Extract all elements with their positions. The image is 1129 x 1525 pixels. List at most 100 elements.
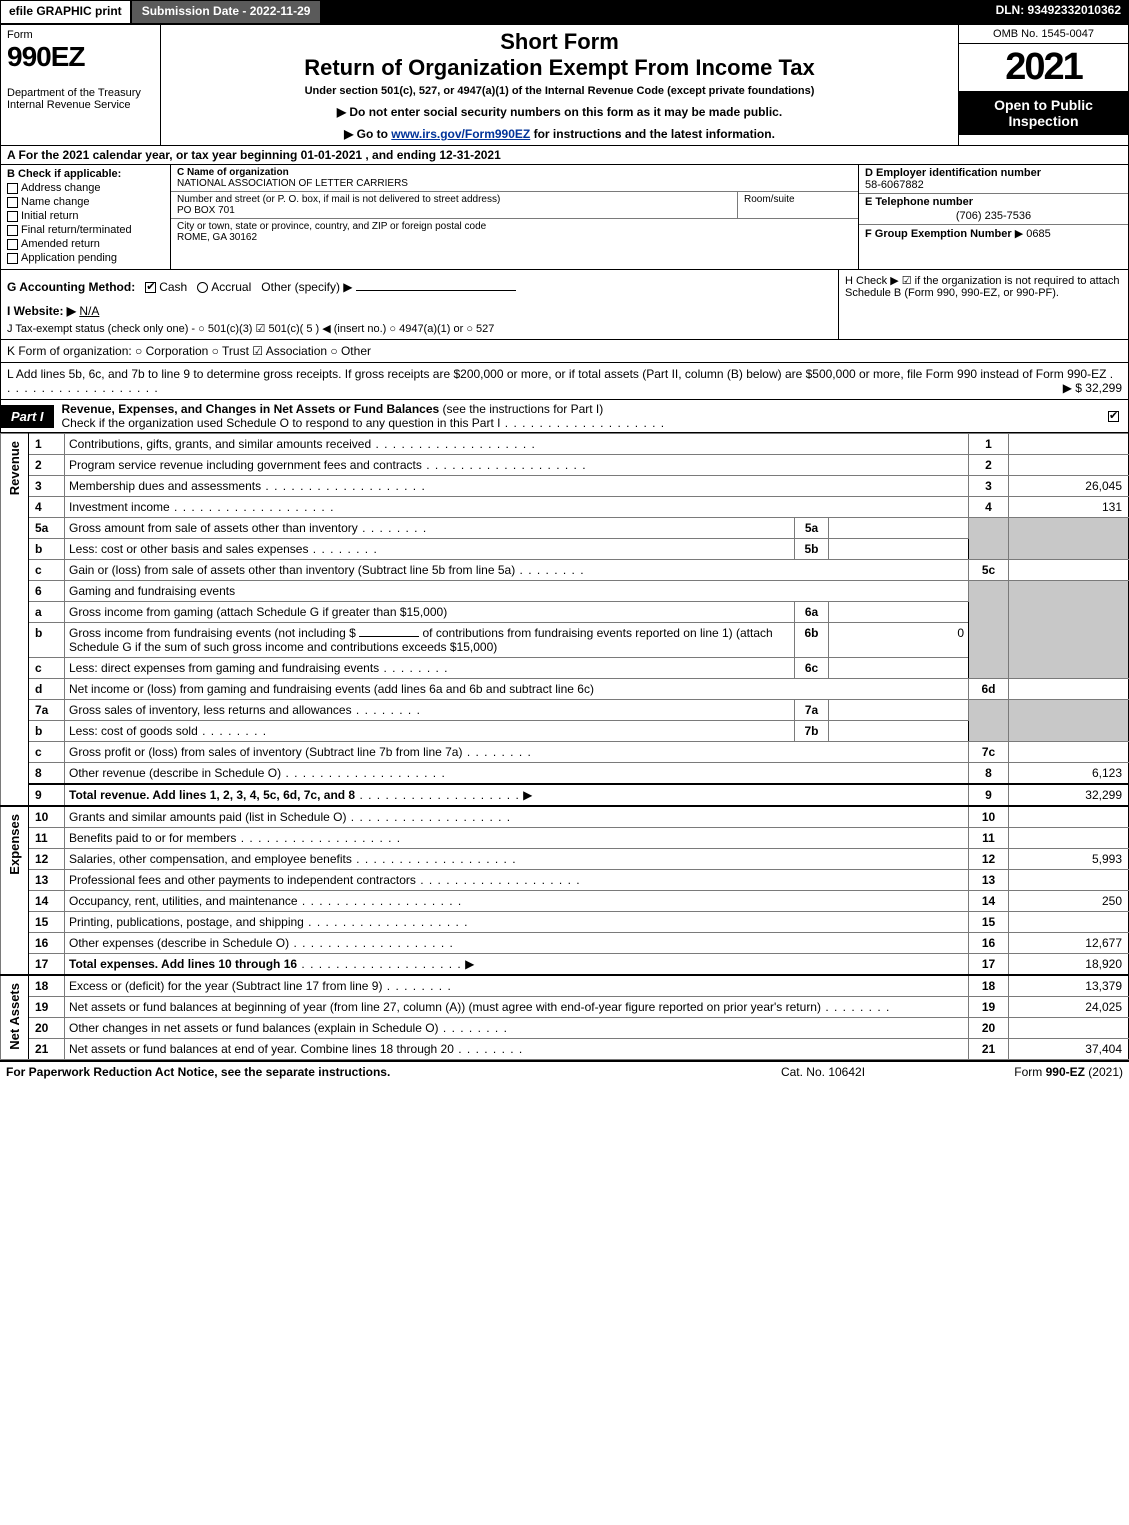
inline-label: 6c xyxy=(795,658,829,679)
header-center: Short Form Return of Organization Exempt… xyxy=(161,25,958,145)
dln-label: DLN: 93492332010362 xyxy=(988,0,1129,24)
line-no: 20 xyxy=(969,1018,1009,1039)
phone-label: E Telephone number xyxy=(865,196,973,208)
check-amended-return[interactable]: Amended return xyxy=(7,238,164,250)
desc-text: Other revenue (describe in Schedule O) xyxy=(69,766,281,780)
irs-link[interactable]: www.irs.gov/Form990EZ xyxy=(391,127,530,141)
table-row: 15 Printing, publications, postage, and … xyxy=(1,912,1129,933)
line-amount: 6,123 xyxy=(1009,763,1129,785)
ein-label: D Employer identification number xyxy=(865,167,1041,179)
expenses-vlabel: Expenses xyxy=(5,810,24,879)
line-desc: Total expenses. Add lines 10 through 16 … xyxy=(65,954,969,976)
table-row: 8 Other revenue (describe in Schedule O)… xyxy=(1,763,1129,785)
desc-text: Salaries, other compensation, and employ… xyxy=(69,852,352,866)
table-row: 21 Net assets or fund balances at end of… xyxy=(1,1039,1129,1060)
line-no: 18 xyxy=(969,975,1009,997)
submission-date: Submission Date - 2022-11-29 xyxy=(131,0,322,24)
radio-accrual-icon[interactable] xyxy=(197,282,208,293)
g-other: Other (specify) ▶ xyxy=(261,280,352,294)
shaded-cell xyxy=(1009,581,1129,679)
table-row: Revenue 1 Contributions, gifts, grants, … xyxy=(1,434,1129,455)
line-desc: Gross income from gaming (attach Schedul… xyxy=(65,602,795,623)
section-b-container: B Check if applicable: Address change Na… xyxy=(0,165,1129,270)
desc-text: Contributions, gifts, grants, and simila… xyxy=(69,437,371,451)
line-amount xyxy=(1009,912,1129,933)
checkbox-icon xyxy=(7,253,18,264)
part-1-header: Part I Revenue, Expenses, and Changes in… xyxy=(0,400,1129,433)
desc-text: Net assets or fund balances at end of ye… xyxy=(69,1042,454,1056)
instruction-1: ▶ Do not enter social security numbers o… xyxy=(167,105,952,119)
form-title: Return of Organization Exempt From Incom… xyxy=(167,55,952,81)
section-e: E Telephone number (706) 235-7536 xyxy=(859,194,1128,225)
line-num: c xyxy=(29,658,65,679)
check-final-return[interactable]: Final return/terminated xyxy=(7,224,164,236)
checkbox-cash-icon[interactable] xyxy=(145,282,156,293)
line-num: 2 xyxy=(29,455,65,476)
checkbox-icon xyxy=(7,183,18,194)
line-no: 15 xyxy=(969,912,1009,933)
line-num: 7a xyxy=(29,700,65,721)
dots-icon xyxy=(304,915,469,929)
desc-text: Less: direct expenses from gaming and fu… xyxy=(69,661,379,675)
table-row: 6 Gaming and fundraising events xyxy=(1,581,1129,602)
inline-label: 5a xyxy=(795,518,829,539)
table-row: b Less: cost of goods sold 7b xyxy=(1,721,1129,742)
table-row: c Less: direct expenses from gaming and … xyxy=(1,658,1129,679)
checkbox-icon xyxy=(7,211,18,222)
dots-icon xyxy=(236,831,401,845)
table-row: 20 Other changes in net assets or fund b… xyxy=(1,1018,1129,1039)
dots-icon xyxy=(198,724,267,738)
line-desc: Net income or (loss) from gaming and fun… xyxy=(65,679,969,700)
desc-text: Printing, publications, postage, and shi… xyxy=(69,915,304,929)
desc-text: Benefits paid to or for members xyxy=(69,831,236,845)
dots-icon xyxy=(382,979,451,993)
inline-label: 6b xyxy=(795,623,829,658)
desc-text: Other expenses (describe in Schedule O) xyxy=(69,936,289,950)
line-amount: 250 xyxy=(1009,891,1129,912)
line-num: 15 xyxy=(29,912,65,933)
section-f: F Group Exemption Number ▶ 0685 xyxy=(859,225,1128,242)
line-desc: Other revenue (describe in Schedule O) xyxy=(65,763,969,785)
table-row: 9 Total revenue. Add lines 1, 2, 3, 4, 5… xyxy=(1,784,1129,806)
line-amount: 37,404 xyxy=(1009,1039,1129,1060)
section-b-header: B Check if applicable: xyxy=(7,168,164,180)
check-initial-return[interactable]: Initial return xyxy=(7,210,164,222)
line-num: b xyxy=(29,539,65,560)
part-1-check[interactable] xyxy=(1102,407,1128,425)
section-b: B Check if applicable: Address change Na… xyxy=(1,165,171,269)
line-l-value: ▶ $ 32,299 xyxy=(1063,381,1122,395)
line-g: G Accounting Method: Cash Accrual Other … xyxy=(1,270,838,339)
line-no: 9 xyxy=(969,784,1009,806)
check-address-change[interactable]: Address change xyxy=(7,182,164,194)
check-name-change[interactable]: Name change xyxy=(7,196,164,208)
table-row: b Gross income from fundraising events (… xyxy=(1,623,1129,658)
checkbox-icon xyxy=(7,197,18,208)
line-num: 3 xyxy=(29,476,65,497)
check-application-pending[interactable]: Application pending xyxy=(7,252,164,264)
org-name-value: NATIONAL ASSOCIATION OF LETTER CARRIERS xyxy=(177,178,408,189)
dots-icon xyxy=(289,936,454,950)
address-box: Number and street (or P. O. box, if mail… xyxy=(171,192,858,219)
inline-value xyxy=(829,658,969,679)
part-1-badge: Part I xyxy=(1,405,54,428)
dots-icon xyxy=(261,479,426,493)
dots-icon xyxy=(462,745,531,759)
department-label: Department of the Treasury Internal Reve… xyxy=(7,87,154,111)
desc-text: Grants and similar amounts paid (list in… xyxy=(69,810,346,824)
line-num: b xyxy=(29,623,65,658)
line-amount: 26,045 xyxy=(1009,476,1129,497)
line-amount xyxy=(1009,1018,1129,1039)
part-1-checkline: Check if the organization used Schedule … xyxy=(62,416,501,430)
shaded-cell xyxy=(969,581,1009,679)
website-value: N/A xyxy=(79,304,99,318)
expenses-sidelabel: Expenses xyxy=(1,806,29,975)
line-amount xyxy=(1009,455,1129,476)
opt-name: Name change xyxy=(21,196,90,208)
table-row: Expenses 10 Grants and similar amounts p… xyxy=(1,806,1129,828)
street-label: Number and street (or P. O. box, if mail… xyxy=(177,194,500,205)
line-num: 17 xyxy=(29,954,65,976)
dots-icon xyxy=(515,563,584,577)
dots-icon xyxy=(821,1000,890,1014)
table-row: 13 Professional fees and other payments … xyxy=(1,870,1129,891)
line-num: 19 xyxy=(29,997,65,1018)
